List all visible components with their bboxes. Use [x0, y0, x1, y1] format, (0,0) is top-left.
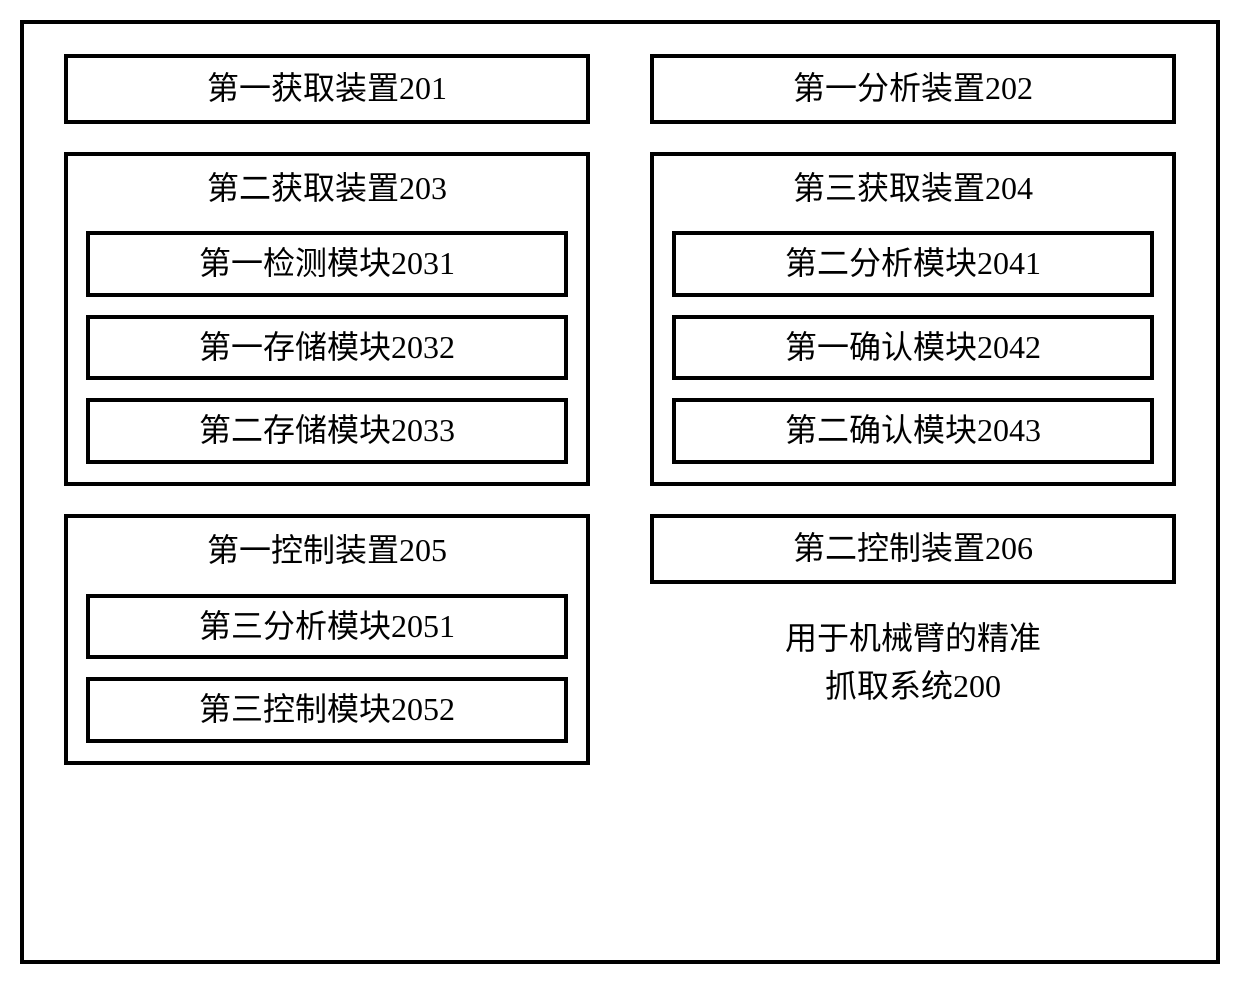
system-caption: 用于机械臂的精准 抓取系统200	[650, 584, 1176, 710]
diagram-row-1: 第一获取装置201 第一分析装置202	[64, 54, 1176, 124]
box-title-204: 第三获取装置204	[672, 166, 1154, 214]
box-title-205: 第一控制装置205	[86, 528, 568, 576]
col-right: 第一分析装置202	[650, 54, 1176, 124]
diagram-row-2: 第二获取装置203 第一检测模块2031 第一存储模块2032 第二存储模块20…	[64, 152, 1176, 486]
module-2033: 第二存储模块2033	[86, 398, 568, 464]
module-2042: 第一确认模块2042	[672, 315, 1154, 381]
col-left: 第二获取装置203 第一检测模块2031 第一存储模块2032 第二存储模块20…	[64, 152, 590, 486]
system-diagram-frame: 第一获取装置201 第一分析装置202 第二获取装置203 第一检测模块2031…	[20, 20, 1220, 964]
box-second-control-206: 第二控制装置206	[650, 514, 1176, 584]
col-right: 第三获取装置204 第二分析模块2041 第一确认模块2042 第二确认模块20…	[650, 152, 1176, 486]
col-left: 第一获取装置201	[64, 54, 590, 124]
box-first-control-205: 第一控制装置205 第三分析模块2051 第三控制模块2052	[64, 514, 590, 765]
caption-line-1: 用于机械臂的精准	[785, 620, 1041, 656]
module-2051: 第三分析模块2051	[86, 594, 568, 660]
box-title-203: 第二获取装置203	[86, 166, 568, 214]
module-2032: 第一存储模块2032	[86, 315, 568, 381]
box-first-analyze-202: 第一分析装置202	[650, 54, 1176, 124]
col-left: 第一控制装置205 第三分析模块2051 第三控制模块2052	[64, 514, 590, 765]
module-2043: 第二确认模块2043	[672, 398, 1154, 464]
module-2052: 第三控制模块2052	[86, 677, 568, 743]
box-third-acquire-204: 第三获取装置204 第二分析模块2041 第一确认模块2042 第二确认模块20…	[650, 152, 1176, 486]
col-right: 第二控制装置206 用于机械臂的精准 抓取系统200	[650, 514, 1176, 710]
box-second-acquire-203: 第二获取装置203 第一检测模块2031 第一存储模块2032 第二存储模块20…	[64, 152, 590, 486]
diagram-row-3: 第一控制装置205 第三分析模块2051 第三控制模块2052 第二控制装置20…	[64, 514, 1176, 765]
caption-line-2: 抓取系统200	[825, 668, 1001, 704]
box-first-acquire-201: 第一获取装置201	[64, 54, 590, 124]
module-2031: 第一检测模块2031	[86, 231, 568, 297]
module-2041: 第二分析模块2041	[672, 231, 1154, 297]
